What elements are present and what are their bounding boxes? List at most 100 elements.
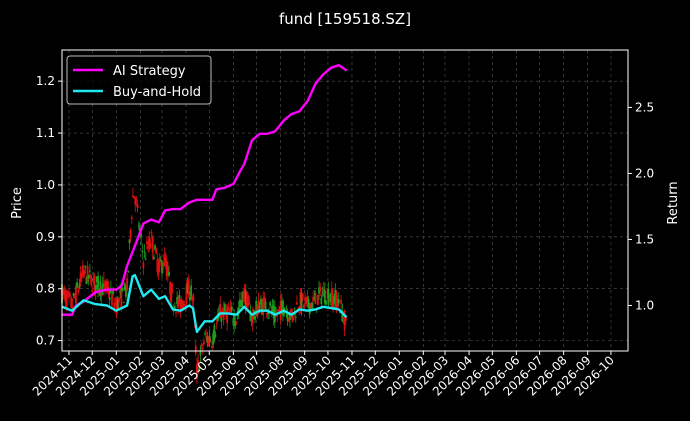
candle-body bbox=[157, 261, 160, 275]
candle-body bbox=[279, 300, 282, 321]
candle-body bbox=[221, 308, 224, 313]
candle-body bbox=[307, 299, 310, 307]
candle-body bbox=[136, 204, 139, 209]
candle-body bbox=[176, 297, 179, 305]
candle-body bbox=[66, 291, 69, 294]
candle-body bbox=[312, 296, 315, 302]
y-left-tick-label: 0.9 bbox=[36, 230, 55, 244]
candle-body bbox=[75, 285, 77, 304]
candle-body bbox=[171, 289, 174, 292]
candle-body bbox=[257, 300, 260, 311]
candle-body bbox=[79, 272, 82, 282]
price-candles bbox=[61, 187, 347, 384]
candle-body bbox=[178, 295, 181, 300]
candle-body bbox=[336, 299, 339, 309]
candle-body bbox=[303, 304, 305, 309]
candle-body bbox=[309, 303, 312, 307]
candle-body bbox=[121, 287, 124, 292]
candle-body bbox=[293, 307, 296, 309]
candle-body bbox=[92, 277, 95, 283]
candle-body bbox=[326, 291, 329, 293]
candle-body bbox=[208, 335, 211, 343]
candle-body bbox=[214, 334, 217, 337]
candle-body bbox=[247, 295, 249, 306]
candle-body bbox=[261, 302, 263, 315]
candle-body bbox=[219, 303, 222, 318]
candle-body bbox=[111, 294, 113, 306]
candle-body bbox=[334, 289, 337, 302]
candle-body bbox=[311, 302, 313, 310]
candle-body bbox=[77, 289, 80, 293]
candle-body bbox=[300, 293, 303, 311]
candle-body bbox=[99, 280, 102, 296]
candle-body bbox=[80, 274, 83, 278]
candle-body bbox=[76, 282, 79, 288]
candle-body bbox=[206, 336, 209, 343]
candle-body bbox=[230, 306, 233, 311]
candle-body bbox=[241, 292, 244, 309]
candle-body bbox=[333, 296, 336, 304]
candle-body bbox=[86, 265, 89, 283]
candle-body bbox=[251, 313, 254, 324]
candle-body bbox=[192, 296, 195, 301]
candle-body bbox=[254, 316, 256, 320]
series-line-ai-strategy bbox=[62, 64, 348, 316]
candle-body bbox=[123, 283, 126, 291]
series-line-buy-and-hold bbox=[61, 273, 348, 334]
candle-body bbox=[322, 288, 325, 297]
y-left-tick-label: 1.0 bbox=[36, 178, 55, 192]
candle-body bbox=[198, 367, 201, 372]
candle-body bbox=[180, 300, 183, 305]
candle-body bbox=[291, 311, 294, 321]
candle-body bbox=[252, 310, 255, 313]
candle-body bbox=[116, 298, 119, 310]
candle-body bbox=[159, 260, 162, 262]
candle-body bbox=[282, 301, 284, 316]
candle-body bbox=[147, 246, 149, 249]
legend-label-ai-strategy: AI Strategy bbox=[113, 64, 186, 79]
candle-body bbox=[90, 274, 92, 285]
y-right-tick-label: 2.5 bbox=[635, 100, 654, 114]
candle-body bbox=[127, 270, 130, 272]
y-right-tick-label: 2.0 bbox=[635, 166, 654, 180]
candle-body bbox=[169, 282, 172, 294]
candle-body bbox=[151, 236, 154, 253]
candle-body bbox=[82, 265, 84, 277]
candle-body bbox=[255, 300, 258, 312]
candle-body bbox=[262, 298, 265, 316]
candle-body bbox=[115, 299, 118, 315]
candle-body bbox=[232, 321, 234, 323]
candle-body bbox=[323, 290, 326, 304]
candle-body bbox=[142, 262, 145, 269]
candle-body bbox=[78, 283, 81, 288]
candle-body bbox=[118, 297, 120, 303]
candle-body bbox=[168, 271, 170, 276]
candle-body bbox=[93, 275, 96, 290]
candle-body bbox=[122, 302, 125, 304]
candle-body bbox=[213, 325, 216, 341]
candle-body bbox=[120, 288, 123, 308]
candle-body bbox=[332, 295, 334, 308]
candle-body bbox=[301, 293, 304, 299]
candle-body bbox=[105, 280, 108, 291]
candle-body bbox=[85, 276, 88, 284]
y-axis-left-label: Price bbox=[10, 187, 25, 219]
candle-body bbox=[289, 311, 291, 320]
candle-body bbox=[207, 337, 210, 346]
candle-body bbox=[344, 316, 347, 322]
candle-body bbox=[175, 312, 177, 314]
candle-body bbox=[119, 290, 122, 293]
candle-body bbox=[327, 288, 330, 306]
candle-body bbox=[189, 297, 191, 301]
candle-body bbox=[292, 315, 295, 320]
candle-body bbox=[68, 292, 70, 298]
candle-body bbox=[264, 301, 267, 310]
series-lines bbox=[61, 64, 348, 334]
candle-body bbox=[91, 290, 94, 292]
candle-body bbox=[194, 345, 197, 354]
candle-body bbox=[314, 292, 317, 304]
candle-body bbox=[305, 297, 308, 304]
candle-body bbox=[215, 322, 218, 324]
candle-body bbox=[150, 232, 153, 234]
